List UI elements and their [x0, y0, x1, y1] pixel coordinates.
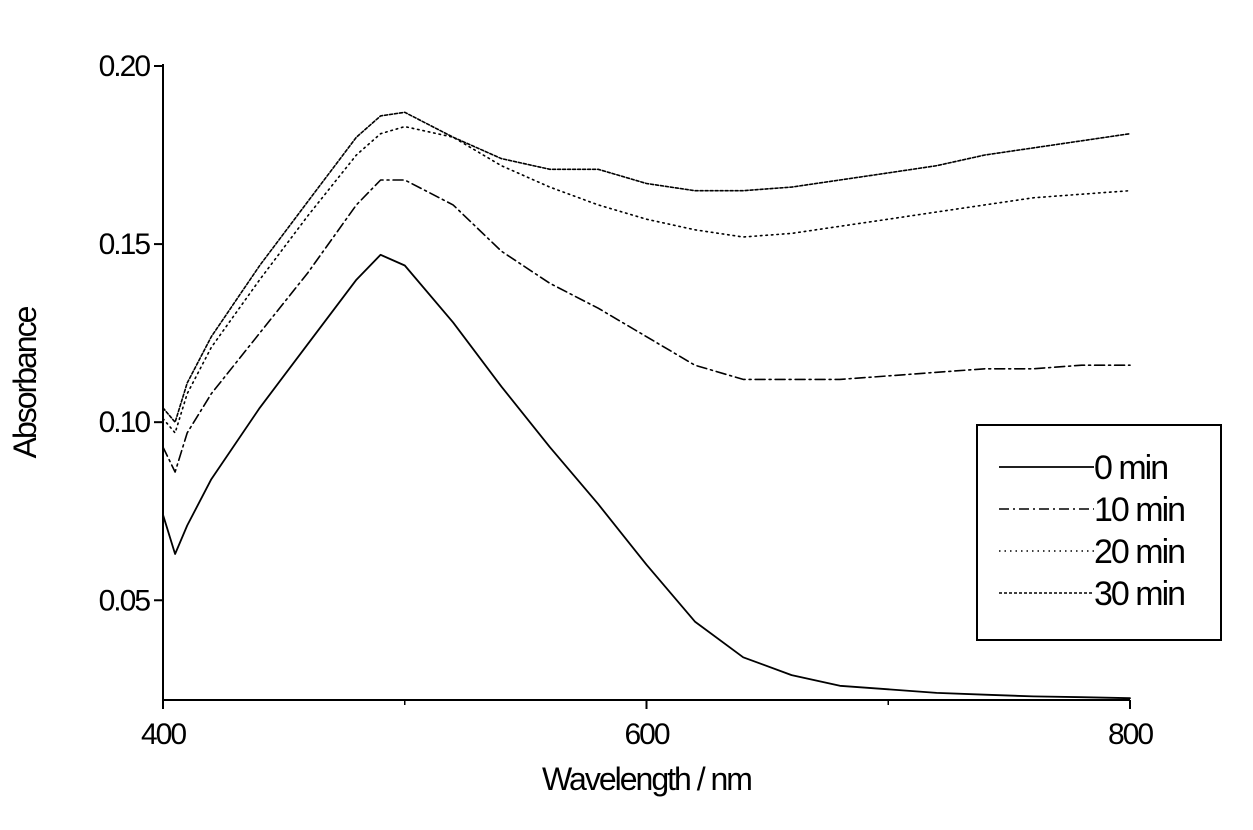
- x-tick-label: 600: [624, 718, 669, 751]
- series-line-20-min: [162, 125, 1131, 434]
- y-tick-label: 0.10: [99, 406, 151, 439]
- legend-label: 30 min: [1094, 575, 1184, 613]
- legend-box: [976, 424, 1222, 641]
- legend-label: 0 min: [1094, 449, 1167, 487]
- y-tick-label: 0.15: [99, 228, 151, 261]
- legend-label: 10 min: [1094, 491, 1184, 529]
- x-axis-title: Wavelength / nm: [542, 761, 751, 797]
- y-tick-label: 0.05: [99, 584, 151, 617]
- axis-ticks: 400 600 800 0.05 0.10 0.15 0.20: [99, 50, 1156, 751]
- series-layer: [162, 111, 1131, 700]
- legend-label: 20 min: [1094, 533, 1184, 571]
- y-tick-label: 0.20: [99, 50, 151, 83]
- y-axis-title: Absorbance: [7, 306, 43, 458]
- legend: 0 min 10 min 20 min 30 min: [976, 424, 1222, 641]
- x-tick-label: 400: [141, 718, 186, 751]
- series-line-30-min: [162, 111, 1131, 424]
- x-tick-label: 800: [1108, 718, 1153, 751]
- series-line-0-min: [162, 253, 1131, 700]
- series-line-10-min: [162, 179, 1131, 473]
